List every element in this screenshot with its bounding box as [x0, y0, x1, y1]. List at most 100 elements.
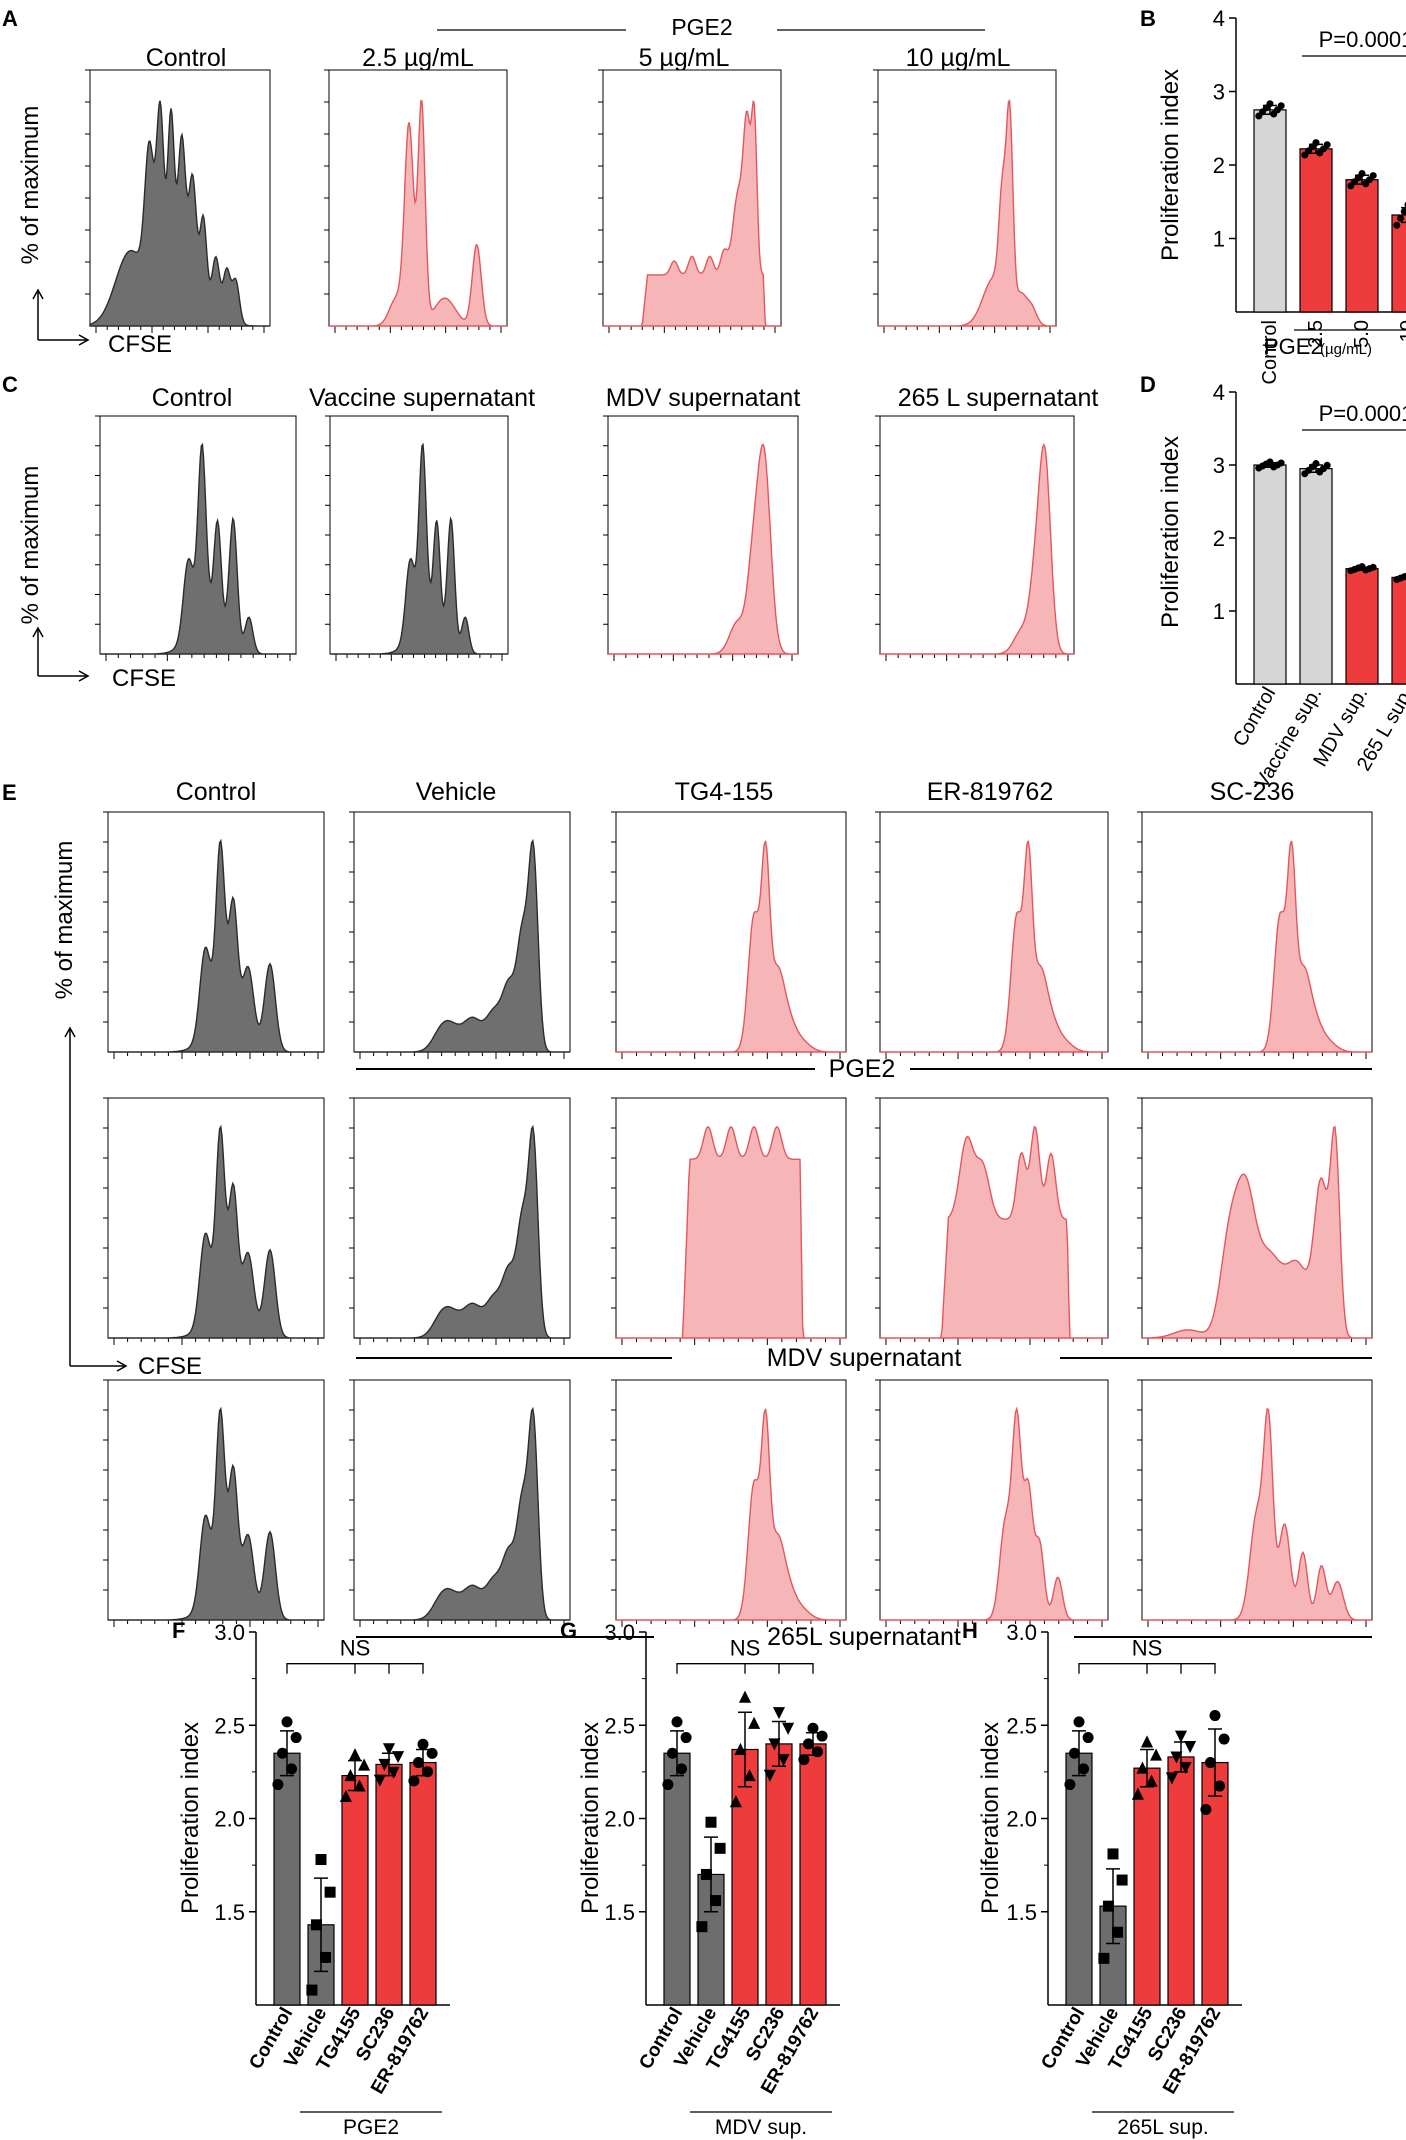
bar-h-4: [1201, 1761, 1229, 2006]
chart-d-ylabel: Proliferation index: [1157, 436, 1184, 628]
category-label-b-1: 2.5: [1305, 320, 1327, 348]
histogram-e-pge2-sc236: [1137, 811, 1373, 1059]
panel-c-title-control: Control: [152, 384, 233, 412]
y-tick-label: 1: [1213, 227, 1225, 252]
panel-c-title-mdv: MDV supernatant: [606, 384, 801, 412]
chart-f-ylabel: Proliferation index: [177, 1722, 204, 1914]
data-point: [748, 1716, 761, 1729]
error-bar: [1140, 1748, 1154, 1788]
data-point: [358, 1758, 371, 1771]
bar-g-0: [663, 1752, 691, 2006]
data-point: [1064, 1779, 1076, 1791]
histogram-e-265l-control: [103, 1379, 325, 1627]
y-tick-label: 3.0: [604, 1620, 635, 1645]
histogram-e-265l-tg4155: [611, 1379, 847, 1627]
bar-b-0: [1253, 109, 1287, 313]
group-label-g: MDV sup.: [715, 2116, 807, 2139]
data-point: [353, 1779, 366, 1792]
data-point: [768, 1738, 781, 1751]
panel-e-title-sc236: SC-236: [1210, 778, 1295, 806]
data-point: [1209, 1710, 1221, 1722]
data-point: [1116, 1874, 1128, 1886]
bar-b-2: [1345, 179, 1379, 313]
panel-e-title-er819762: ER-819762: [927, 778, 1053, 806]
data-point: [772, 1707, 786, 1720]
bar-g-2: [731, 1748, 759, 2006]
data-point: [373, 1774, 386, 1787]
bar-d-0: [1253, 464, 1287, 685]
bar-g-3: [765, 1743, 793, 2006]
histogram-a-pge2-10: [873, 69, 1057, 333]
data-point: [422, 1766, 434, 1778]
bar-f-4: [409, 1761, 437, 2006]
panel-letter-f: F: [172, 1618, 185, 1643]
bar-h-0: [1065, 1752, 1093, 2006]
data-point: [1136, 1761, 1149, 1774]
data-point: [1214, 1780, 1226, 1792]
data-point: [807, 1722, 819, 1734]
data-point: [1204, 1757, 1216, 1769]
histogram-e-pge2-tg4155: [611, 811, 847, 1059]
data-point: [1312, 460, 1320, 468]
data-point: [696, 1921, 708, 1933]
data-point: [729, 1795, 742, 1808]
bar-f-3: [375, 1763, 403, 2006]
panel-e-title-vehicle: Vehicle: [416, 778, 497, 806]
data-point: [680, 1732, 692, 1744]
histogram-e-mdv-er819762: [875, 1097, 1109, 1345]
data-point: [743, 1769, 756, 1782]
y-tick-label: 2: [1213, 153, 1225, 178]
group-label-b: PGE2: [1264, 334, 1323, 359]
ns-bracket: [1078, 1663, 1216, 1674]
data-point: [320, 1951, 332, 1963]
data-point: [1218, 1733, 1230, 1745]
panel-a-title-10: 10 µg/mL: [906, 44, 1011, 72]
y-tick-label: 2.5: [1006, 1713, 1037, 1738]
data-point: [290, 1732, 302, 1744]
data-point: [1369, 172, 1377, 180]
histogram-a-pge2-2-5: [324, 69, 508, 333]
group-unit-b: (µg/mL): [1320, 341, 1372, 358]
ns-bracket: [286, 1663, 424, 1674]
data-point: [339, 1789, 352, 1802]
data-point: [1397, 214, 1405, 222]
histogram-e-pge2-vehicle: [349, 811, 571, 1059]
data-point: [700, 1868, 712, 1880]
data-point: [1145, 1774, 1158, 1787]
data-point: [1098, 1952, 1110, 1964]
histogram-a-control: [85, 69, 271, 333]
bar-f-0: [273, 1752, 301, 2006]
data-point: [782, 1722, 795, 1735]
pge2-group-label: PGE2: [671, 14, 732, 40]
data-point: [1312, 139, 1320, 147]
data-point: [315, 1854, 327, 1866]
chart-h-ylabel: Proliferation index: [977, 1722, 1004, 1914]
data-point: [666, 1747, 678, 1759]
data-point: [1102, 1900, 1114, 1912]
data-point: [382, 1743, 396, 1756]
panel-letter-b: B: [1140, 6, 1156, 31]
y-tick-label: 3.0: [1006, 1620, 1037, 1645]
data-point: [705, 1816, 717, 1828]
histogram-c-vaccine: [325, 415, 509, 661]
panel-letter-e: E: [2, 780, 17, 805]
annotation-g: NS: [730, 1636, 761, 1661]
annotation-f: NS: [340, 1636, 371, 1661]
data-point: [1277, 459, 1285, 467]
y-tick-label: 1.5: [214, 1900, 245, 1925]
data-point: [714, 1842, 726, 1854]
panel-c-title-vaccine: Vaccine supernatant: [309, 384, 535, 412]
panel-c-headers: Control Vaccine supernatant MDV supernat…: [17, 384, 1098, 692]
row-label-pge2: PGE2: [829, 1055, 896, 1083]
histogram-e-265l-vehicle: [349, 1379, 571, 1627]
group-label-h: 265L sup.: [1117, 2116, 1208, 2139]
y-tick-label: 2: [1213, 526, 1225, 551]
y-tick-label: 4: [1213, 6, 1225, 31]
data-point: [1165, 1772, 1178, 1785]
panel-e-title-tg4155: TG4-155: [675, 778, 774, 806]
bar-g-4: [799, 1743, 827, 2006]
data-point: [408, 1775, 420, 1787]
